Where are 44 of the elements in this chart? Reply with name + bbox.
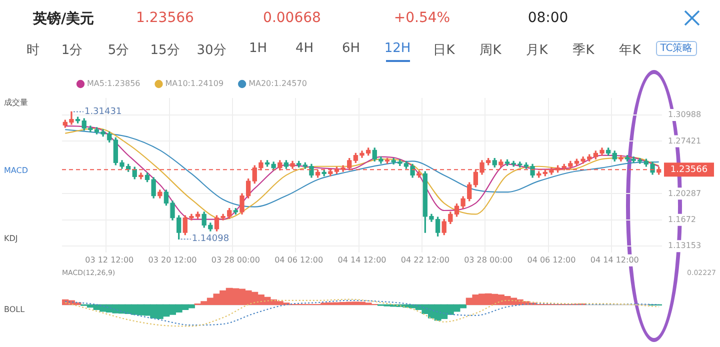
x-tick-label: 04 14 12:00 bbox=[338, 255, 386, 264]
text: +0.54% bbox=[392, 10, 452, 26]
legend-label: MA5:1.23856 bbox=[87, 79, 140, 88]
x-tick-label: 04 22 12:00 bbox=[400, 255, 450, 264]
annotation: 1.14098 bbox=[192, 233, 230, 246]
text: 15分 bbox=[150, 43, 180, 58]
y-tick-label: 1.13153 bbox=[668, 241, 702, 250]
text: 日K bbox=[433, 43, 455, 58]
text: 5分 bbox=[108, 43, 130, 58]
text: 季K bbox=[572, 43, 594, 58]
text: 周K bbox=[480, 43, 502, 58]
text: 4H bbox=[295, 41, 314, 56]
y-tick-label: 1.30988 bbox=[668, 110, 702, 120]
x-tick-label: 03 28 00:00 bbox=[211, 255, 260, 264]
text: 1H bbox=[248, 41, 268, 56]
legend-label: MA20:1.24570 bbox=[248, 79, 307, 88]
text: 1.23566 bbox=[135, 10, 195, 26]
text: 08:00 bbox=[526, 10, 570, 26]
text: 时 bbox=[26, 43, 40, 58]
text: 30分 bbox=[196, 43, 226, 58]
y-tick-label: 1.20287 bbox=[668, 188, 702, 198]
x-tick-label: 04 06 12:00 bbox=[274, 255, 324, 264]
annotation: 1.31431 bbox=[84, 106, 122, 118]
text: KDJ bbox=[4, 234, 18, 243]
text: 6H bbox=[342, 41, 360, 56]
y-tick-label: 1.27421 bbox=[668, 136, 702, 146]
text: 成交量 bbox=[4, 97, 28, 108]
text: MACD bbox=[4, 166, 28, 175]
y-tick-label: 1.1672 bbox=[668, 214, 696, 224]
text: BOLL bbox=[4, 305, 25, 314]
x-tick-label: 03 20 12:00 bbox=[148, 255, 197, 264]
x-tick-label: 03 12 12:00 bbox=[85, 255, 134, 264]
text: 12H bbox=[384, 41, 411, 56]
legend-label: MA10:1.24109 bbox=[165, 79, 224, 88]
ref-line-label: 1.23566 bbox=[670, 164, 708, 175]
x-tick-label: 04 14 12:00 bbox=[590, 255, 639, 264]
x-tick-label: 03 28 00:00 bbox=[464, 255, 513, 264]
text: 年K bbox=[619, 43, 641, 58]
x-tick-label: 04 06 12:00 bbox=[527, 255, 576, 264]
text: 1分 bbox=[61, 43, 83, 58]
text: 0.00668 bbox=[262, 10, 322, 26]
text: 英镑/美元 bbox=[33, 10, 94, 28]
text: 月K bbox=[526, 43, 548, 58]
text: TC策略 bbox=[656, 41, 697, 56]
